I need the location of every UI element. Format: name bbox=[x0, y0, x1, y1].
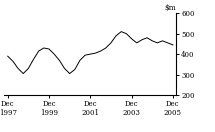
Text: $m: $m bbox=[164, 4, 176, 12]
